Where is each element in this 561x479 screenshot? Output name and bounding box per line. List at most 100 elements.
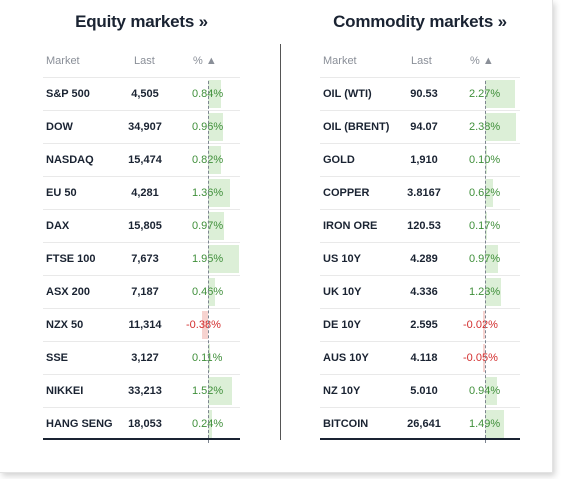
- change-bar: [485, 377, 498, 405]
- percent-change: 0.11%: [192, 352, 223, 364]
- table-row[interactable]: DE 10Y 2.595 -0.02%: [320, 308, 520, 341]
- percent-change: 0.24%: [192, 418, 224, 430]
- last-price: 5.010: [410, 385, 438, 397]
- table-row[interactable]: UK 10Y 4.336 1.23%: [320, 275, 520, 308]
- last-price: 33,213: [128, 385, 162, 397]
- market-name[interactable]: NZX 50: [46, 319, 84, 331]
- market-column-header[interactable]: Market: [323, 55, 357, 67]
- change-bar: [485, 146, 487, 174]
- percent-change: -0.02%: [463, 319, 498, 331]
- market-name[interactable]: IRON ORE: [323, 220, 378, 232]
- change-bar: [208, 80, 222, 108]
- change-bar: [485, 212, 488, 240]
- market-name[interactable]: EU 50: [46, 187, 77, 199]
- last-price: 7,673: [131, 253, 159, 265]
- last-price: 4,281: [131, 187, 159, 199]
- percent-change: 0.17%: [469, 220, 501, 232]
- percent-change: 0.46%: [192, 286, 224, 298]
- change-bar: [485, 278, 501, 306]
- market-name[interactable]: DE 10Y: [323, 319, 361, 331]
- table-row[interactable]: OIL (WTI) 90.53 2.27%: [320, 77, 520, 110]
- change-bar: [485, 245, 498, 273]
- percent-change-column-header[interactable]: % ▲: [193, 55, 217, 67]
- markets-card: Equity markets » Market Last % ▲ S&P 500…: [0, 0, 553, 473]
- last-price: 4.336: [410, 286, 438, 298]
- table-row[interactable]: EU 50 4,281 1.36%: [43, 176, 240, 209]
- last-price: 18,053: [128, 418, 162, 430]
- market-name[interactable]: NASDAQ: [46, 154, 94, 166]
- change-bar: [208, 278, 216, 306]
- market-name[interactable]: DOW: [46, 121, 73, 133]
- table-row[interactable]: AUS 10Y 4.118 -0.05%: [320, 341, 520, 374]
- table-row[interactable]: OIL (BRENT) 94.07 2.38%: [320, 110, 520, 143]
- market-name[interactable]: ASX 200: [46, 286, 91, 298]
- table-row[interactable]: US 10Y 4.289 0.97%: [320, 242, 520, 275]
- change-bar: [201, 311, 208, 339]
- percent-change-column-header[interactable]: % ▲: [470, 55, 494, 67]
- equity-markets-title-link[interactable]: Equity markets »: [75, 12, 208, 31]
- zero-line: [485, 81, 486, 443]
- change-bar: [485, 113, 516, 141]
- table-row[interactable]: FTSE 100 7,673 1.95%: [43, 242, 240, 275]
- market-name[interactable]: HANG SENG: [46, 418, 113, 430]
- market-name[interactable]: NZ 10Y: [323, 385, 361, 397]
- percent-change: 0.97%: [192, 220, 224, 232]
- market-name[interactable]: FTSE 100: [46, 253, 96, 265]
- percent-change: -0.38%: [186, 319, 221, 331]
- change-bar: [208, 344, 210, 372]
- change-bar: [208, 212, 224, 240]
- market-column-header[interactable]: Market: [46, 55, 80, 67]
- table-row[interactable]: NIKKEI 33,213 1.52%: [43, 374, 240, 407]
- percent-change: 0.62%: [469, 187, 501, 199]
- table-row[interactable]: NZ 10Y 5.010 0.94%: [320, 374, 520, 407]
- change-bar: [208, 113, 224, 141]
- market-name[interactable]: NIKKEI: [46, 385, 84, 397]
- percent-change: 0.10%: [469, 154, 501, 166]
- last-price: 15,805: [128, 220, 162, 232]
- table-row[interactable]: DOW 34,907 0.96%: [43, 110, 240, 143]
- last-price: 94.07: [410, 121, 438, 133]
- table-row[interactable]: HANG SENG 18,053 0.24%: [43, 407, 240, 440]
- table-row[interactable]: SSE 3,127 0.11%: [43, 341, 240, 374]
- last-price: 15,474: [128, 154, 162, 166]
- last-column-header[interactable]: Last: [134, 55, 155, 67]
- percent-change: 0.94%: [469, 385, 501, 397]
- last-price: 4.118: [410, 352, 438, 364]
- last-column-header[interactable]: Last: [411, 55, 432, 67]
- commodity-markets-title-link[interactable]: Commodity markets »: [333, 12, 507, 31]
- market-name[interactable]: AUS 10Y: [323, 352, 369, 364]
- table-row[interactable]: ASX 200 7,187 0.46%: [43, 275, 240, 308]
- table-row[interactable]: IRON ORE 120.53 0.17%: [320, 209, 520, 242]
- last-price: 26,641: [407, 418, 441, 430]
- market-name[interactable]: OIL (BRENT): [323, 121, 390, 133]
- change-bar: [208, 410, 212, 438]
- market-name[interactable]: OIL (WTI): [323, 88, 372, 100]
- table-row[interactable]: NASDAQ 15,474 0.82%: [43, 143, 240, 176]
- last-price: 3.8167: [407, 187, 441, 199]
- table-row[interactable]: DAX 15,805 0.97%: [43, 209, 240, 242]
- market-name[interactable]: DAX: [46, 220, 70, 232]
- equity-table-header: Market Last % ▲: [43, 47, 240, 77]
- market-name[interactable]: SSE: [46, 352, 69, 364]
- market-name[interactable]: COPPER: [323, 187, 370, 199]
- change-bar: [485, 410, 505, 438]
- market-name[interactable]: UK 10Y: [323, 286, 362, 298]
- market-name[interactable]: S&P 500: [46, 88, 90, 100]
- panel-divider: [280, 44, 281, 440]
- table-row[interactable]: COPPER 3.8167 0.62%: [320, 176, 520, 209]
- table-bottom-rule: [43, 438, 240, 440]
- change-bar: [485, 179, 494, 207]
- last-price: 90.53: [410, 88, 438, 100]
- market-name[interactable]: GOLD: [323, 154, 355, 166]
- change-bar: [208, 179, 230, 207]
- last-price: 1,910: [410, 154, 438, 166]
- table-row[interactable]: NZX 50 11,314 -0.38%: [43, 308, 240, 341]
- last-price: 4.289: [410, 253, 438, 265]
- percent-change: 1.23%: [469, 286, 501, 298]
- market-name[interactable]: US 10Y: [323, 253, 361, 265]
- table-bottom-rule: [320, 438, 520, 440]
- table-row[interactable]: S&P 500 4,505 0.84%: [43, 77, 240, 110]
- table-row[interactable]: BITCOIN 26,641 1.49%: [320, 407, 520, 440]
- market-name[interactable]: BITCOIN: [323, 418, 369, 430]
- table-row[interactable]: GOLD 1,910 0.10%: [320, 143, 520, 176]
